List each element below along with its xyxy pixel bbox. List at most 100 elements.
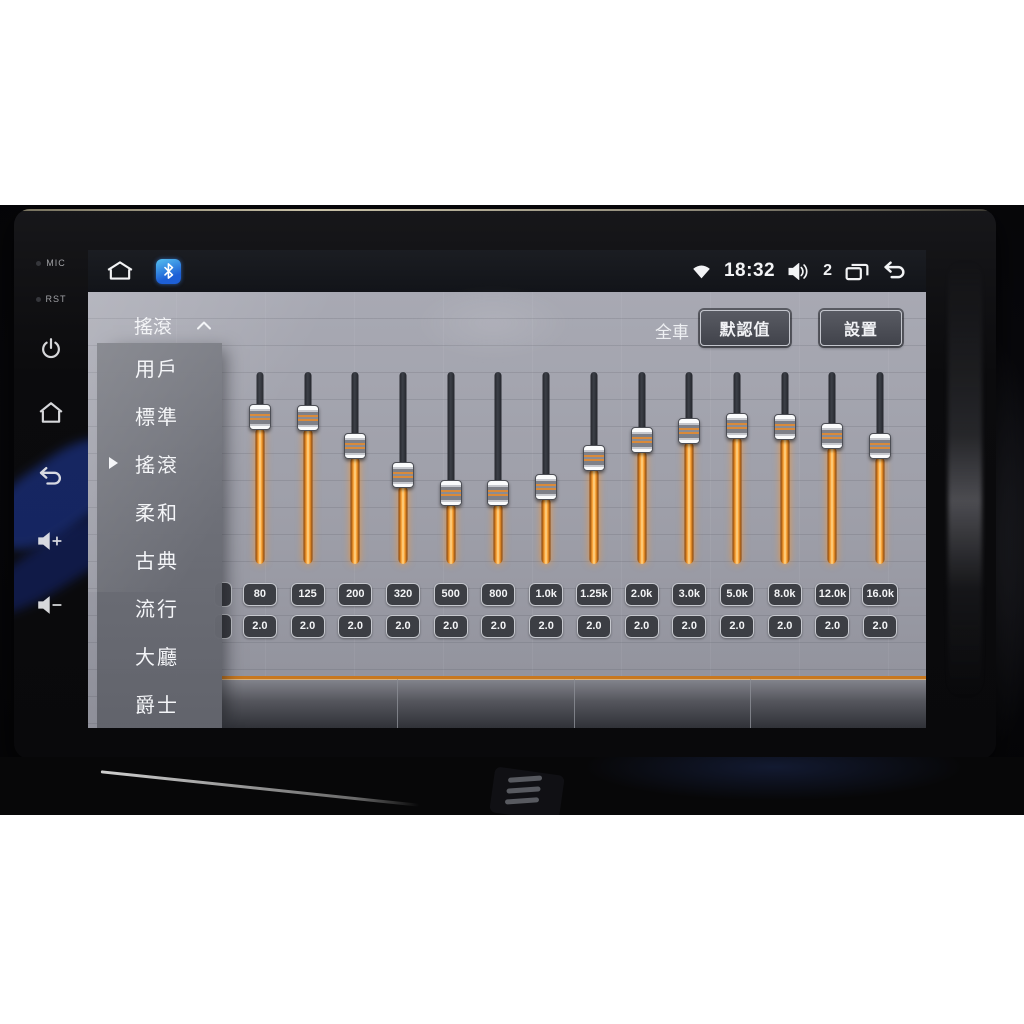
gain-value: 2.0	[767, 614, 802, 638]
slider-knob[interactable]	[487, 480, 510, 506]
frequency-cell: 8.0k	[761, 582, 809, 606]
slider-track[interactable]	[447, 372, 455, 562]
frequency-label: 200	[338, 582, 373, 606]
gain-cell: 2.0	[427, 614, 475, 638]
volume-down-button[interactable]	[38, 573, 64, 637]
equalizer-band	[427, 372, 475, 564]
slider-fill	[446, 504, 456, 564]
slider-knob[interactable]	[439, 480, 462, 506]
slider-track[interactable]	[494, 372, 502, 562]
mic-hole	[36, 260, 42, 266]
status-back-button[interactable]	[882, 261, 908, 281]
slider-fill	[827, 447, 837, 564]
slider-knob[interactable]	[869, 433, 892, 459]
frequency-cell: 125	[284, 582, 332, 606]
preset-menu-item[interactable]: 搖滾	[97, 439, 222, 487]
car-dashboard	[0, 757, 1024, 815]
frequency-cell: 320	[379, 582, 427, 606]
frequency-cell: 2.0k	[618, 582, 666, 606]
slider-knob[interactable]	[296, 405, 319, 431]
frequency-label: 8.0k	[767, 582, 802, 606]
slider-knob[interactable]	[630, 427, 653, 453]
preset-menu-item[interactable]: 古典	[97, 536, 222, 584]
settings-button[interactable]: 設置	[820, 310, 902, 346]
preset-menu-item-label: 搖滾	[135, 454, 179, 477]
gain-cell: 2.0	[522, 614, 570, 638]
volume-icon	[788, 262, 810, 280]
dashboard-vent	[489, 766, 565, 815]
gain-cell: 2.0	[856, 614, 904, 638]
slider-fill	[589, 469, 599, 564]
frequency-label: 1.25k	[576, 582, 612, 606]
bottom-tab[interactable]	[573, 679, 750, 728]
home-icon	[38, 401, 64, 425]
slider-knob[interactable]	[773, 414, 796, 440]
status-home-button[interactable]	[106, 260, 134, 282]
frequency-cell: 1.0k	[522, 582, 570, 606]
slider-track[interactable]	[542, 372, 550, 562]
screen-reflection	[378, 278, 608, 368]
preset-menu-item[interactable]: 柔和	[97, 487, 222, 535]
slider-fill	[398, 486, 408, 564]
volume-up-button[interactable]	[38, 509, 64, 573]
reset-label: RST	[35, 281, 67, 317]
slider-knob[interactable]	[678, 418, 701, 444]
slider-fill	[255, 428, 265, 564]
slider-fill	[684, 442, 694, 564]
equalizer-band	[713, 372, 761, 564]
bezel-button-column: MIC RST	[14, 245, 88, 637]
zone-label: 全車	[655, 323, 689, 342]
frequency-cell: 3.0k	[665, 582, 713, 606]
frequency-label: 800	[481, 582, 516, 606]
slider-knob[interactable]	[392, 462, 415, 488]
gain-value: 2.0	[624, 614, 659, 638]
frequency-cell: 80	[236, 582, 284, 606]
default-values-button[interactable]: 默認值	[700, 310, 790, 346]
recent-apps-button[interactable]	[845, 262, 869, 281]
frequency-label: 2.0k	[624, 582, 659, 606]
slider-fill	[732, 437, 742, 564]
preset-current-label: 搖滾	[134, 317, 173, 338]
bottom-tab[interactable]	[222, 679, 397, 728]
equalizer-band	[331, 372, 379, 564]
slider-knob[interactable]	[344, 433, 367, 459]
reset-label-text: RST	[45, 294, 67, 304]
slider-knob[interactable]	[726, 413, 749, 439]
slider-knob[interactable]	[535, 474, 558, 500]
slider-fill	[637, 451, 647, 564]
mic-label-text: MIC	[46, 258, 66, 268]
preset-menu-item[interactable]: 標準	[97, 391, 222, 439]
gain-cell: 2.0	[475, 614, 523, 638]
bezel-back-button[interactable]	[38, 445, 64, 509]
gain-value: 2.0	[720, 614, 755, 638]
gain-value: 2.0	[863, 614, 898, 638]
status-bar-left	[106, 258, 181, 284]
gain-cell: 2.0	[331, 614, 379, 638]
frequency-cell: 200	[331, 582, 379, 606]
equalizer-band	[522, 372, 570, 564]
bottom-tab[interactable]	[397, 679, 573, 728]
preset-dropdown-toggle[interactable]: 搖滾	[134, 312, 212, 339]
slider-fill	[541, 498, 551, 564]
gain-cell: 2.0	[284, 614, 332, 638]
preset-menu-item[interactable]: 大廳	[97, 632, 222, 680]
equalizer-band	[284, 372, 332, 564]
preset-menu-item-label: 古典	[135, 551, 179, 574]
slider-fill	[493, 504, 503, 564]
head-unit-device: MIC RST	[14, 209, 996, 759]
bottom-tab[interactable]	[749, 679, 926, 728]
bluetooth-app-icon[interactable]	[156, 258, 181, 284]
selected-marker-icon	[109, 457, 118, 470]
slider-knob[interactable]	[248, 404, 271, 430]
power-button[interactable]	[39, 317, 63, 381]
dashboard-trim	[100, 770, 420, 807]
slider-knob[interactable]	[582, 445, 605, 471]
bezel-home-button[interactable]	[38, 381, 64, 445]
preset-menu-item[interactable]: 流行	[97, 584, 222, 632]
equalizer-band	[665, 372, 713, 564]
status-bar-right: 18:32 2	[692, 260, 908, 282]
preset-menu-item[interactable]: 用戶	[97, 343, 222, 391]
slider-knob[interactable]	[821, 423, 844, 449]
preset-menu-item[interactable]: 爵士	[97, 680, 222, 728]
